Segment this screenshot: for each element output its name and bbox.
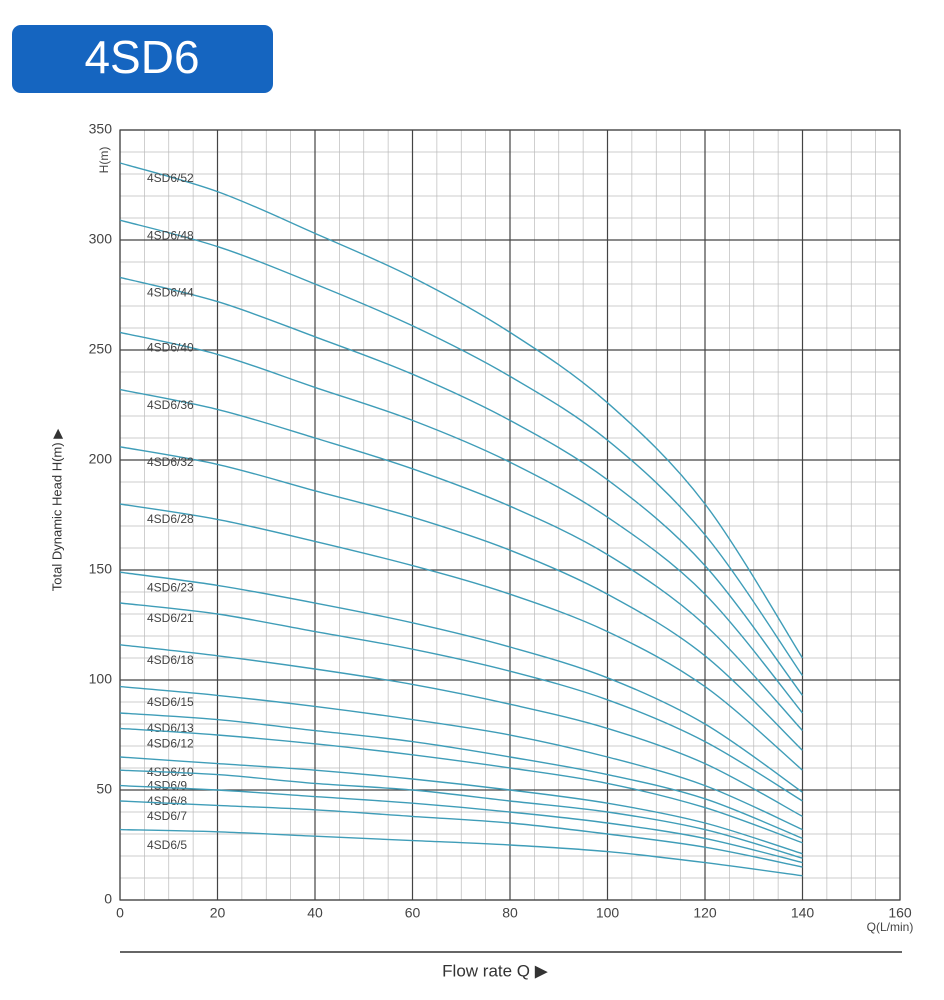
chart-title: 4SD6 [84, 31, 199, 83]
curve-label: 4SD6/5 [147, 838, 187, 852]
curve-label: 4SD6/15 [147, 695, 194, 709]
pump-curve [119, 388, 804, 732]
curve-label: 4SD6/40 [147, 341, 194, 355]
pump-curve [119, 446, 803, 751]
plot-frame [119, 129, 901, 901]
curve-label: 4SD6/8 [147, 794, 187, 808]
y-tick-label: 350 [89, 121, 113, 137]
pump-curve [119, 219, 804, 676]
pump-curve [119, 276, 804, 696]
curve-label: 4SD6/44 [147, 286, 194, 300]
curve-label: 4SD6/36 [147, 398, 194, 412]
y-tick-label: 0 [104, 891, 112, 907]
x-tick-label: 160 [888, 905, 912, 921]
y-tick-label: 50 [96, 781, 112, 797]
x-unit: Q(L/min) [867, 920, 914, 934]
title-box [12, 25, 273, 93]
curve-label: 4SD6/21 [147, 611, 194, 625]
pump-curve [119, 727, 803, 844]
x-tick-label: 0 [116, 905, 124, 921]
y-axis-label: Total Dynamic Head H(m) ▶ [49, 429, 64, 591]
x-tick-label: 120 [693, 905, 717, 921]
pump-curve [119, 712, 803, 840]
x-axis-label: Flow rate Q ▶ [442, 961, 549, 980]
curve-label: 4SD6/18 [147, 653, 194, 667]
x-tick-label: 100 [596, 905, 620, 921]
pump-curve [119, 685, 803, 831]
x-tick-label: 60 [405, 905, 421, 921]
pump-curve [119, 769, 803, 859]
pump-curve [119, 503, 803, 771]
y-unit: H(m) [97, 147, 111, 174]
curve-label: 4SD6/28 [147, 512, 194, 526]
x-tick-label: 20 [210, 905, 226, 921]
curve-label: 4SD6/23 [147, 580, 194, 594]
x-tick-label: 40 [307, 905, 323, 921]
pump-curve [119, 331, 804, 714]
pump-curve [119, 756, 803, 855]
y-tick-label: 250 [89, 341, 113, 357]
curve-label: 4SD6/52 [147, 171, 194, 185]
pump-curve [119, 644, 803, 818]
y-tick-label: 150 [89, 561, 113, 577]
curve-label: 4SD6/32 [147, 455, 194, 469]
y-tick-label: 100 [89, 671, 113, 687]
curve-label: 4SD6/48 [147, 228, 194, 242]
pump-curve [119, 162, 804, 659]
y-tick-label: 200 [89, 451, 113, 467]
x-tick-label: 80 [502, 905, 518, 921]
pump-curve [119, 800, 803, 868]
curve-label: 4SD6/7 [147, 809, 187, 823]
curve-label: 4SD6/12 [147, 737, 194, 751]
x-tick-label: 140 [791, 905, 815, 921]
pump-curve [119, 828, 803, 877]
curve-label: 4SD6/13 [147, 721, 194, 735]
pump-curve [119, 571, 803, 793]
curve-label: 4SD6/9 [147, 778, 187, 792]
pump-curve [119, 602, 803, 802]
y-tick-label: 300 [89, 231, 113, 247]
pump-curve [119, 784, 803, 864]
